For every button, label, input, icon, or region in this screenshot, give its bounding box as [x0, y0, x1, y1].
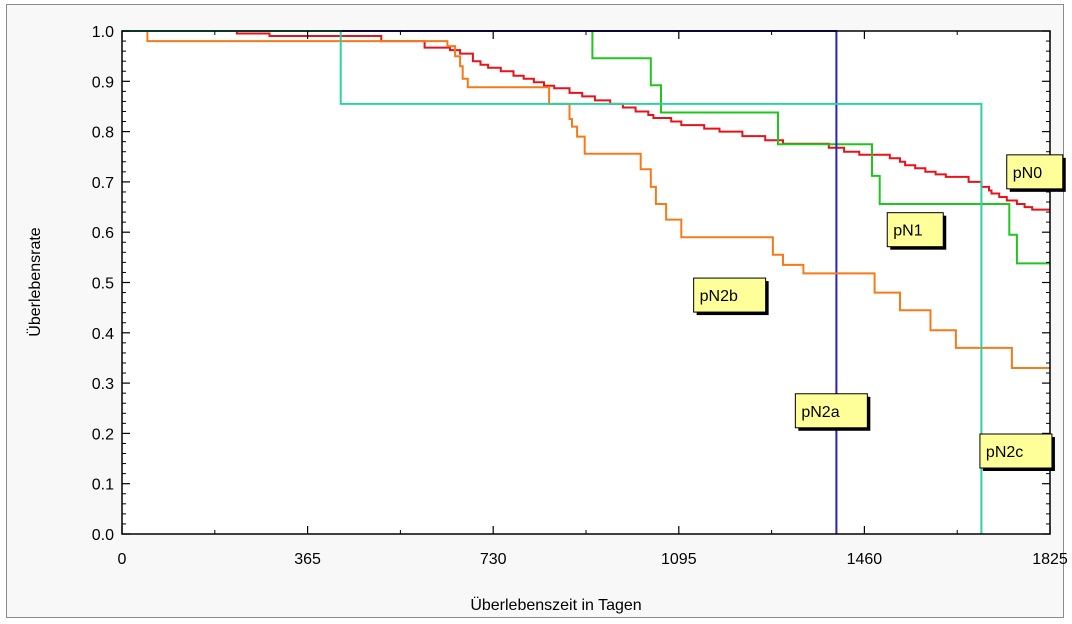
y-tick-label: 0.0: [92, 527, 114, 544]
annotation-label: pN2b: [700, 288, 738, 305]
annotation-box: [886, 212, 944, 248]
y-tick-label: 0.3: [92, 376, 114, 393]
annotation-pn2b: pN2b: [693, 277, 769, 316]
annotation-label: pN2a: [801, 404, 839, 421]
annotation-box: [794, 393, 868, 429]
y-tick-label: 0.7: [92, 175, 114, 192]
x-tick-label: 0: [118, 551, 127, 568]
y-tick-label: 0.8: [92, 125, 114, 142]
series-pn1-line: [122, 30, 1050, 265]
x-tick-label: 1460: [847, 551, 883, 568]
annotation-label: pN1: [893, 223, 922, 240]
annotation-pn0: pN0: [1006, 154, 1066, 192]
x-tick-label: 1825: [1032, 551, 1068, 568]
y-tick-label: 0.2: [92, 426, 114, 443]
annotation-box: [979, 433, 1053, 469]
series-pn2b-line: [122, 30, 1050, 369]
annotation-label: pN0: [1013, 165, 1042, 182]
annotation-box: [1006, 154, 1064, 190]
x-axis-title: Überlebenszeit in Tagen: [470, 596, 641, 614]
y-tick-label: 0.1: [92, 477, 114, 494]
y-axis-title: Überlebensrate: [26, 227, 44, 337]
annotation-pn2a: pN2a: [794, 393, 871, 431]
plot-area: [122, 31, 1050, 534]
annotation-box: [693, 277, 767, 313]
x-tick-label: 730: [480, 551, 507, 568]
x-tick-label: 1095: [661, 551, 697, 568]
y-tick-label: 0.5: [92, 276, 114, 293]
y-tick-label: 0.6: [92, 225, 114, 242]
y-tick-label: 0.4: [92, 326, 114, 343]
y-tick-label: 1.0: [92, 24, 114, 41]
y-tick-label: 0.9: [92, 74, 114, 91]
annotation-layer: pN0 pN1 pN2b pN2a pN2c: [693, 154, 1066, 472]
series-pn0-line: [122, 30, 1050, 211]
x-tick-label: 365: [294, 551, 321, 568]
annotation-label: pN2c: [986, 444, 1023, 461]
annotation-pn2c: pN2c: [979, 433, 1055, 472]
annotation-pn1: pN1: [886, 212, 947, 250]
ticks-layer: 0.0 0.1 0.2 0.3 0.4 0.5 0.6 0.7 0.8 0.9 1.0 0 365 730…: [92, 24, 1068, 568]
